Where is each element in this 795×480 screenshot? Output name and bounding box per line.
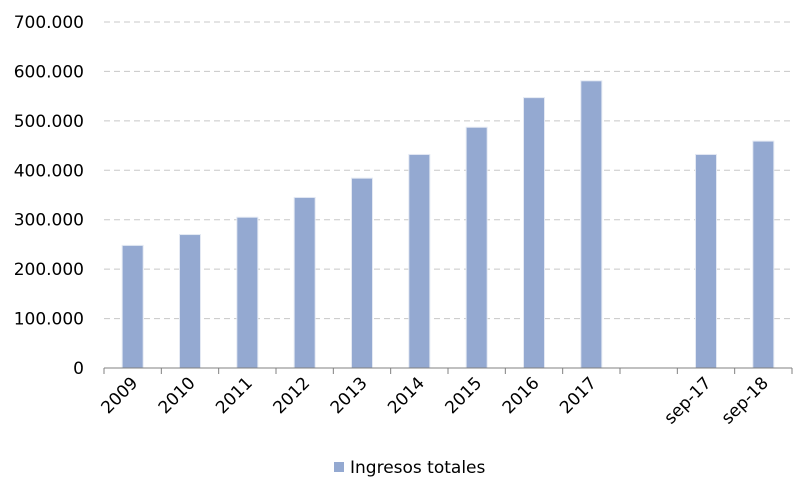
x-tick-label: sep-18 [718, 373, 773, 428]
bar [237, 217, 258, 368]
bar [122, 245, 143, 368]
x-tick-label: 2012 [269, 373, 314, 418]
y-axis-ticks: 0 100.000 200.000 300.000 400.000 500.000 600.… [14, 13, 84, 379]
bar [524, 98, 544, 369]
x-axis-ticks: 2009 2010 2011 2012 2013 2014 2015 2016 2017 sep-… [97, 368, 793, 428]
x-tick-label: 2013 [327, 373, 372, 418]
bar [466, 127, 487, 368]
bar [696, 154, 716, 368]
y-tick-label: 300.000 [14, 211, 84, 231]
x-tick-label: 2009 [97, 373, 142, 418]
legend-label: Ingresos totales [350, 458, 486, 478]
y-tick-label: 700.000 [14, 13, 84, 33]
y-tick-label: 600.000 [14, 62, 84, 82]
legend: Ingresos totales [334, 458, 486, 478]
y-tick-label: 100.000 [14, 310, 84, 330]
x-tick-label: sep-17 [660, 373, 715, 428]
bar [294, 197, 315, 368]
x-tick-label: 2017 [556, 373, 601, 418]
x-tick-label: 2015 [441, 373, 486, 418]
bar [581, 81, 602, 369]
bar [753, 141, 774, 368]
legend-swatch [334, 462, 344, 472]
bar [409, 154, 430, 368]
x-tick-label: 2016 [499, 373, 544, 418]
x-tick-label: 2014 [384, 373, 429, 418]
y-tick-label: 0 [73, 359, 84, 379]
x-tick-label: 2010 [155, 373, 200, 418]
bar [180, 235, 200, 368]
x-tick-label: 2011 [212, 373, 257, 418]
y-tick-label: 200.000 [14, 260, 84, 280]
gridlines [104, 21, 792, 320]
y-tick-label: 400.000 [14, 161, 84, 181]
bar [352, 178, 372, 368]
y-tick-label: 500.000 [14, 112, 84, 132]
bars [121, 80, 775, 369]
